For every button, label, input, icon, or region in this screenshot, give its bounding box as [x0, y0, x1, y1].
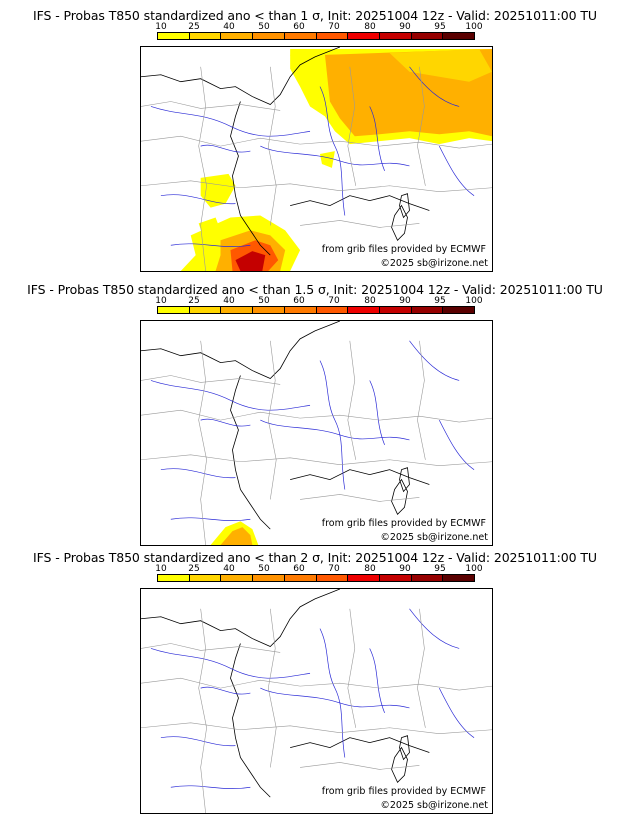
colorbar-segment	[379, 33, 412, 39]
colorbar-tick-label: 90	[399, 564, 411, 574]
colorbar-segment	[316, 307, 349, 313]
colorbar-segment	[158, 33, 190, 39]
colorbar-tick-label: 100	[465, 22, 483, 32]
colorbar-tick-label: 25	[188, 564, 200, 574]
copyright-credit: ©2025 sb@irizone.net	[380, 800, 488, 811]
map-drawing	[141, 321, 492, 545]
colorbar-ticks: 10 25 40 50 60 70 80 90 95 100	[0, 564, 630, 574]
copyright-credit: ©2025 sb@irizone.net	[380, 532, 488, 543]
colorbar	[157, 306, 475, 314]
colorbar-tick-label: 50	[258, 564, 270, 574]
source-credit: from grib files provided by ECMWF	[321, 786, 486, 797]
colorbar-segment	[379, 307, 412, 313]
colorbar-segment	[348, 33, 380, 39]
panel-title: IFS - Probas T850 standardized ano < tha…	[33, 550, 597, 565]
copyright-credit: ©2025 sb@irizone.net	[380, 258, 488, 269]
map-panel-1: IFS - Probas T850 standardized ano < tha…	[0, 8, 630, 278]
colorbar-segment	[253, 33, 285, 39]
colorbar-segment	[189, 575, 222, 581]
colorbar-tick-label: 70	[328, 564, 340, 574]
probability-map: from grib files provided by ECMWF ©2025 s…	[140, 46, 493, 272]
panel-title: IFS - Probas T850 standardized ano < tha…	[33, 8, 597, 23]
colorbar-tick-label: 100	[465, 564, 483, 574]
colorbar-segment	[189, 307, 222, 313]
colorbar-tick-label: 100	[465, 296, 483, 306]
colorbar-segment	[284, 33, 317, 39]
colorbar-segment	[284, 575, 317, 581]
source-credit: from grib files provided by ECMWF	[321, 244, 486, 255]
colorbar-segment	[443, 33, 475, 39]
colorbar-tick-label: 50	[258, 22, 270, 32]
colorbar-segment	[221, 575, 254, 581]
colorbar-segment	[253, 575, 285, 581]
colorbar-tick-label: 90	[399, 22, 411, 32]
colorbar-segment	[221, 33, 254, 39]
colorbar-tick-label: 10	[155, 564, 167, 574]
colorbar-tick-label: 40	[223, 296, 235, 306]
colorbar-segment	[221, 307, 254, 313]
colorbar-tick-label: 70	[328, 296, 340, 306]
colorbar-tick-label: 80	[364, 22, 376, 32]
colorbar-segment	[316, 575, 349, 581]
source-credit: from grib files provided by ECMWF	[321, 518, 486, 529]
colorbar-tick-label: 95	[434, 296, 446, 306]
probability-map: from grib files provided by ECMWF ©2025 s…	[140, 588, 493, 814]
colorbar-segment	[411, 33, 444, 39]
colorbar-segment	[158, 307, 190, 313]
map-drawing	[141, 47, 492, 271]
colorbar-tick-label: 60	[293, 564, 305, 574]
colorbar-ticks: 10 25 40 50 60 70 80 90 95 100	[0, 296, 630, 306]
colorbar-ticks: 10 25 40 50 60 70 80 90 95 100	[0, 22, 630, 32]
colorbar-segment	[411, 575, 444, 581]
colorbar-segment	[411, 307, 444, 313]
colorbar-segment	[443, 575, 475, 581]
colorbar-segment	[379, 575, 412, 581]
map-panel-3: IFS - Probas T850 standardized ano < tha…	[0, 550, 630, 820]
colorbar-segment	[158, 575, 190, 581]
colorbar	[157, 574, 475, 582]
panel-title: IFS - Probas T850 standardized ano < tha…	[27, 282, 603, 297]
colorbar-tick-label: 90	[399, 296, 411, 306]
colorbar-tick-label: 10	[155, 296, 167, 306]
colorbar-segment	[348, 575, 380, 581]
colorbar-tick-label: 50	[258, 296, 270, 306]
colorbar-segment	[443, 307, 475, 313]
colorbar-segment	[284, 307, 317, 313]
colorbar-tick-label: 60	[293, 296, 305, 306]
colorbar-tick-label: 80	[364, 564, 376, 574]
colorbar-tick-label: 25	[188, 296, 200, 306]
colorbar-tick-label: 60	[293, 22, 305, 32]
map-drawing	[141, 589, 492, 813]
probability-map: from grib files provided by ECMWF ©2025 s…	[140, 320, 493, 546]
colorbar-tick-label: 25	[188, 22, 200, 32]
colorbar	[157, 32, 475, 40]
colorbar-tick-label: 70	[328, 22, 340, 32]
colorbar-tick-label: 10	[155, 22, 167, 32]
colorbar-segment	[253, 307, 285, 313]
colorbar-segment	[189, 33, 222, 39]
colorbar-segment	[348, 307, 380, 313]
map-panel-2: IFS - Probas T850 standardized ano < tha…	[0, 282, 630, 552]
colorbar-segment	[316, 33, 349, 39]
colorbar-tick-label: 80	[364, 296, 376, 306]
colorbar-tick-label: 40	[223, 564, 235, 574]
colorbar-tick-label: 95	[434, 564, 446, 574]
colorbar-tick-label: 40	[223, 22, 235, 32]
colorbar-tick-label: 95	[434, 22, 446, 32]
